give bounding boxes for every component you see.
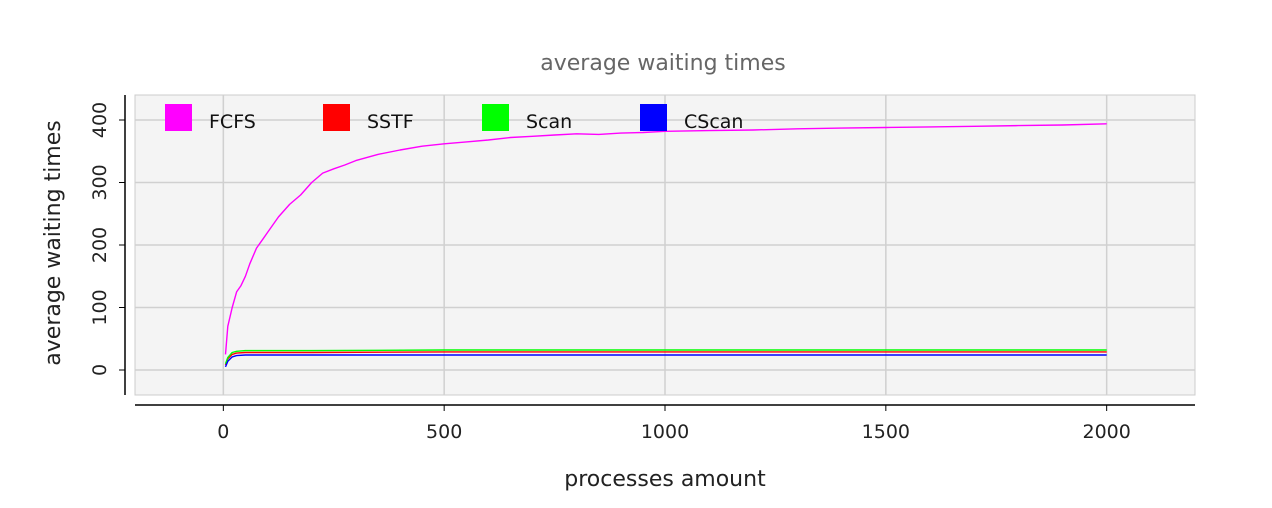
y-tick-label: 100 (89, 289, 111, 325)
y-tick-label: 300 (89, 164, 111, 200)
legend-label-fcfs: FCFS (209, 111, 256, 133)
x-tick-label: 1000 (641, 421, 689, 443)
x-tick-label: 0 (217, 421, 229, 443)
series-line-scan (224, 349, 1107, 365)
legend-swatch-fcfs (165, 104, 192, 131)
series-line-sstf (224, 351, 1107, 366)
axes: 0 500 1000 1500 2000 0 100 200 300 400 (89, 95, 1195, 443)
series-line-fcfs (224, 123, 1107, 355)
series-group (224, 123, 1107, 368)
legend-swatch-sstf (323, 104, 350, 131)
y-tick-label: 0 (89, 364, 111, 376)
y-axis-label: average waiting times (41, 120, 66, 365)
legend-label-cscan: CScan (684, 111, 743, 133)
legend-label-scan: Scan (526, 111, 572, 133)
legend-label-sstf: SSTF (367, 111, 414, 133)
legend: FCFS SSTF Scan CScan (165, 104, 743, 133)
y-tick-label: 400 (89, 102, 111, 138)
x-axis-label: processes amount (564, 467, 766, 492)
x-tick-label: 500 (426, 421, 462, 443)
x-tick-label: 2000 (1082, 421, 1130, 443)
legend-swatch-cscan (640, 104, 667, 131)
x-tick-label: 1500 (862, 421, 910, 443)
series-line-cscan (224, 354, 1107, 368)
y-tick-label: 200 (89, 227, 111, 263)
legend-swatch-scan (482, 104, 509, 131)
chart-title: average waiting times (540, 51, 785, 76)
